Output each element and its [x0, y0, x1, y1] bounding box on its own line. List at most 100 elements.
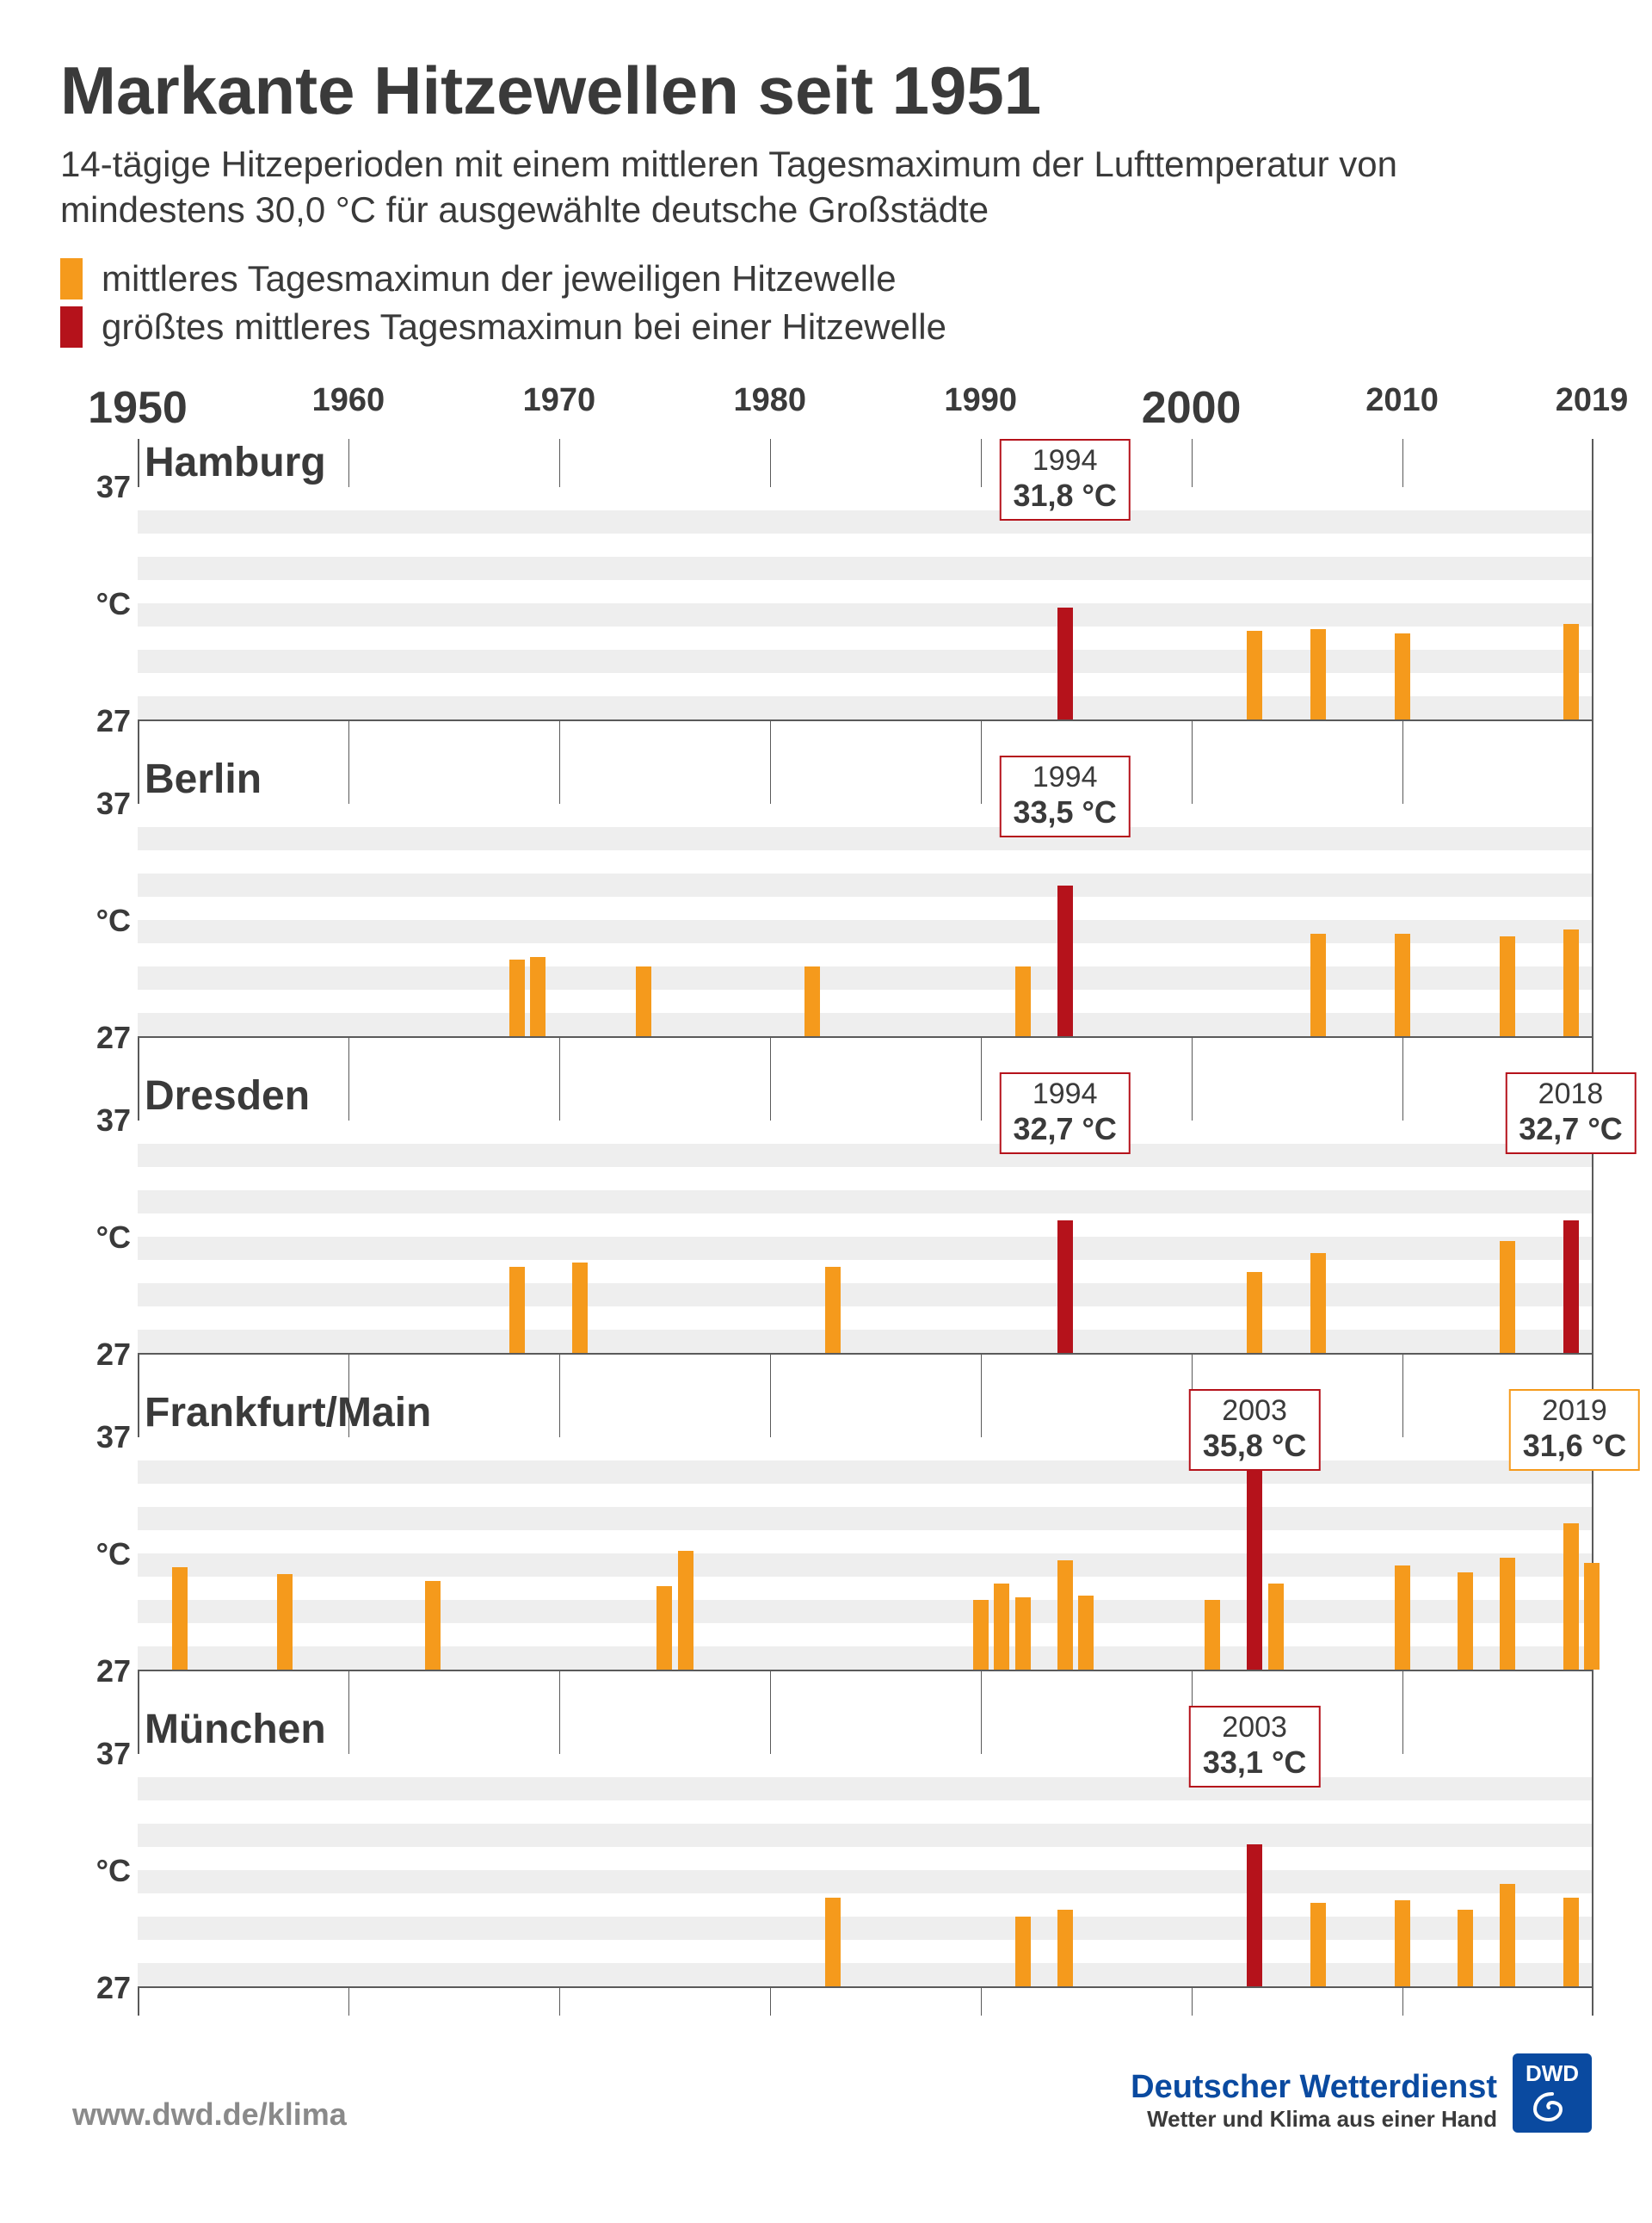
- plot-area: [138, 804, 1592, 1038]
- heatwave-bar: [1563, 929, 1579, 1036]
- horizontal-stripes: [138, 1121, 1592, 1353]
- record-bar: [1563, 1220, 1579, 1353]
- y-tick-max: 37: [96, 786, 131, 822]
- callout-year: 2003: [1203, 1394, 1306, 1428]
- heatwave-bar: [1395, 934, 1410, 1036]
- heatwave-bar: [1584, 1563, 1600, 1670]
- y-unit: °C: [96, 586, 131, 622]
- y-unit: °C: [96, 1853, 131, 1889]
- city-panel: München37°C27200333,1 °C: [138, 1706, 1592, 2016]
- horizontal-stripes: [138, 487, 1592, 719]
- city-panel: Frankfurt/Main37°C27200335,8 °C201931,6 …: [138, 1389, 1592, 1706]
- heatwave-bar: [1395, 1565, 1410, 1670]
- legend-item: mittleres Tagesmaximun der jeweiligen Hi…: [60, 258, 1592, 299]
- y-tick-min: 27: [96, 1653, 131, 1689]
- horizontal-stripes: [138, 1437, 1592, 1670]
- heatwave-bar: [1015, 1597, 1031, 1670]
- logo-text: DWD: [1526, 2060, 1579, 2087]
- y-axis: 37°C27: [60, 1072, 131, 1389]
- dwd-logo: DWD: [1513, 2053, 1592, 2133]
- city-name: Frankfurt/Main: [145, 1389, 431, 1436]
- x-tick: 1970: [523, 382, 596, 419]
- city-panel: Berlin37°C27199433,5 °C: [138, 756, 1592, 1072]
- callout-year: 2019: [1523, 1394, 1626, 1428]
- heatwave-bar: [572, 1263, 588, 1353]
- heatwave-bar: [530, 957, 546, 1036]
- record-callout: 199431,8 °C: [999, 439, 1130, 521]
- heatwave-bar: [636, 966, 651, 1036]
- city-name: Dresden: [145, 1072, 310, 1120]
- legend: mittleres Tagesmaximun der jeweiligen Hi…: [60, 258, 1592, 348]
- heatwave-bar: [994, 1584, 1009, 1670]
- callout-year: 2018: [1519, 1078, 1622, 1111]
- callout: 201931,6 °C: [1509, 1389, 1640, 1471]
- callout-year: 1994: [1013, 444, 1116, 478]
- legend-swatch: [60, 258, 83, 299]
- record-callout: 199433,5 °C: [999, 756, 1130, 837]
- heatwave-bar: [1563, 1523, 1579, 1670]
- x-tick: 1980: [734, 382, 807, 419]
- callout-year: 2003: [1203, 1711, 1306, 1744]
- heatwave-bar: [1015, 1917, 1031, 1986]
- heatwave-bar: [1247, 631, 1262, 719]
- x-tick: 1990: [944, 382, 1017, 419]
- plot-area: [138, 1754, 1592, 1988]
- vertical-gridline: [1592, 439, 1593, 2016]
- y-tick-min: 27: [96, 1020, 131, 1056]
- heatwave-bar: [1268, 1584, 1284, 1670]
- heatwave-bar: [1500, 1884, 1515, 1986]
- heatwave-bar: [1078, 1596, 1094, 1670]
- y-tick-max: 37: [96, 469, 131, 505]
- callout-temp: 32,7 °C: [1519, 1111, 1622, 1147]
- legend-label: größtes mittleres Tagesmaximun bei einer…: [102, 306, 946, 348]
- y-axis: 37 °C 27: [60, 1389, 131, 1706]
- heatwave-bar: [1310, 629, 1326, 719]
- x-tick: 2000: [1142, 382, 1242, 434]
- city-name: Berlin: [145, 756, 262, 803]
- heatwave-bar: [825, 1898, 841, 1986]
- heatwave-bar: [509, 960, 525, 1036]
- y-unit: °C: [96, 1536, 131, 1572]
- y-tick-max: 37: [96, 1102, 131, 1139]
- y-unit: °C: [96, 903, 131, 939]
- y-tick-max: 37: [96, 1419, 131, 1455]
- x-tick: 2010: [1365, 382, 1439, 419]
- heatwave-bar: [1563, 624, 1579, 719]
- heatwave-bar: [1310, 1903, 1326, 1986]
- y-tick-min: 27: [96, 1337, 131, 1373]
- heatwave-bar: [172, 1567, 188, 1670]
- heatwave-bar: [1205, 1600, 1220, 1670]
- heatwave-bar: [1057, 1560, 1073, 1670]
- x-tick: 2019: [1556, 382, 1629, 419]
- record-bar: [1247, 1465, 1262, 1670]
- x-axis: 19501960197019801990200020102019: [138, 379, 1592, 439]
- callout-year: 1994: [1013, 761, 1116, 794]
- footer: www.dwd.de/klima Deutscher Wetterdienst …: [60, 2053, 1592, 2133]
- city-panel: Hamburg37°C27199431,8 °C: [138, 439, 1592, 756]
- callout-temp: 35,8 °C: [1203, 1428, 1306, 1464]
- callout-year: 1994: [1013, 1078, 1116, 1111]
- record-bar: [1247, 1844, 1262, 1986]
- legend-swatch: [60, 306, 83, 348]
- heatwave-bar: [1500, 1241, 1515, 1353]
- callout-temp: 33,5 °C: [1013, 794, 1116, 831]
- callout-temp: 31,6 °C: [1523, 1428, 1626, 1464]
- y-axis: 37°C27: [60, 1706, 131, 2016]
- heatwave-bar: [1458, 1572, 1473, 1670]
- chart-subtitle: 14-tägige Hitzeperioden mit einem mittle…: [60, 142, 1592, 232]
- chart-area: 19501960197019801990200020102019 Hamburg…: [60, 379, 1592, 2016]
- heatwave-bar: [425, 1581, 441, 1670]
- legend-label: mittleres Tagesmaximun der jeweiligen Hi…: [102, 258, 897, 299]
- heatwave-bar: [1500, 1558, 1515, 1670]
- heatwave-bar: [1395, 633, 1410, 719]
- city-name: München: [145, 1706, 326, 1753]
- heatwave-bar: [1057, 1910, 1073, 1986]
- heatwave-bar: [825, 1267, 841, 1353]
- y-tick-min: 27: [96, 1970, 131, 2006]
- footer-url: www.dwd.de/klima: [72, 2096, 347, 2133]
- city-name: Hamburg: [145, 439, 326, 486]
- x-tick: 1960: [312, 382, 385, 419]
- heatwave-bar: [1395, 1900, 1410, 1986]
- heatwave-bar: [1310, 934, 1326, 1036]
- y-tick-min: 27: [96, 703, 131, 739]
